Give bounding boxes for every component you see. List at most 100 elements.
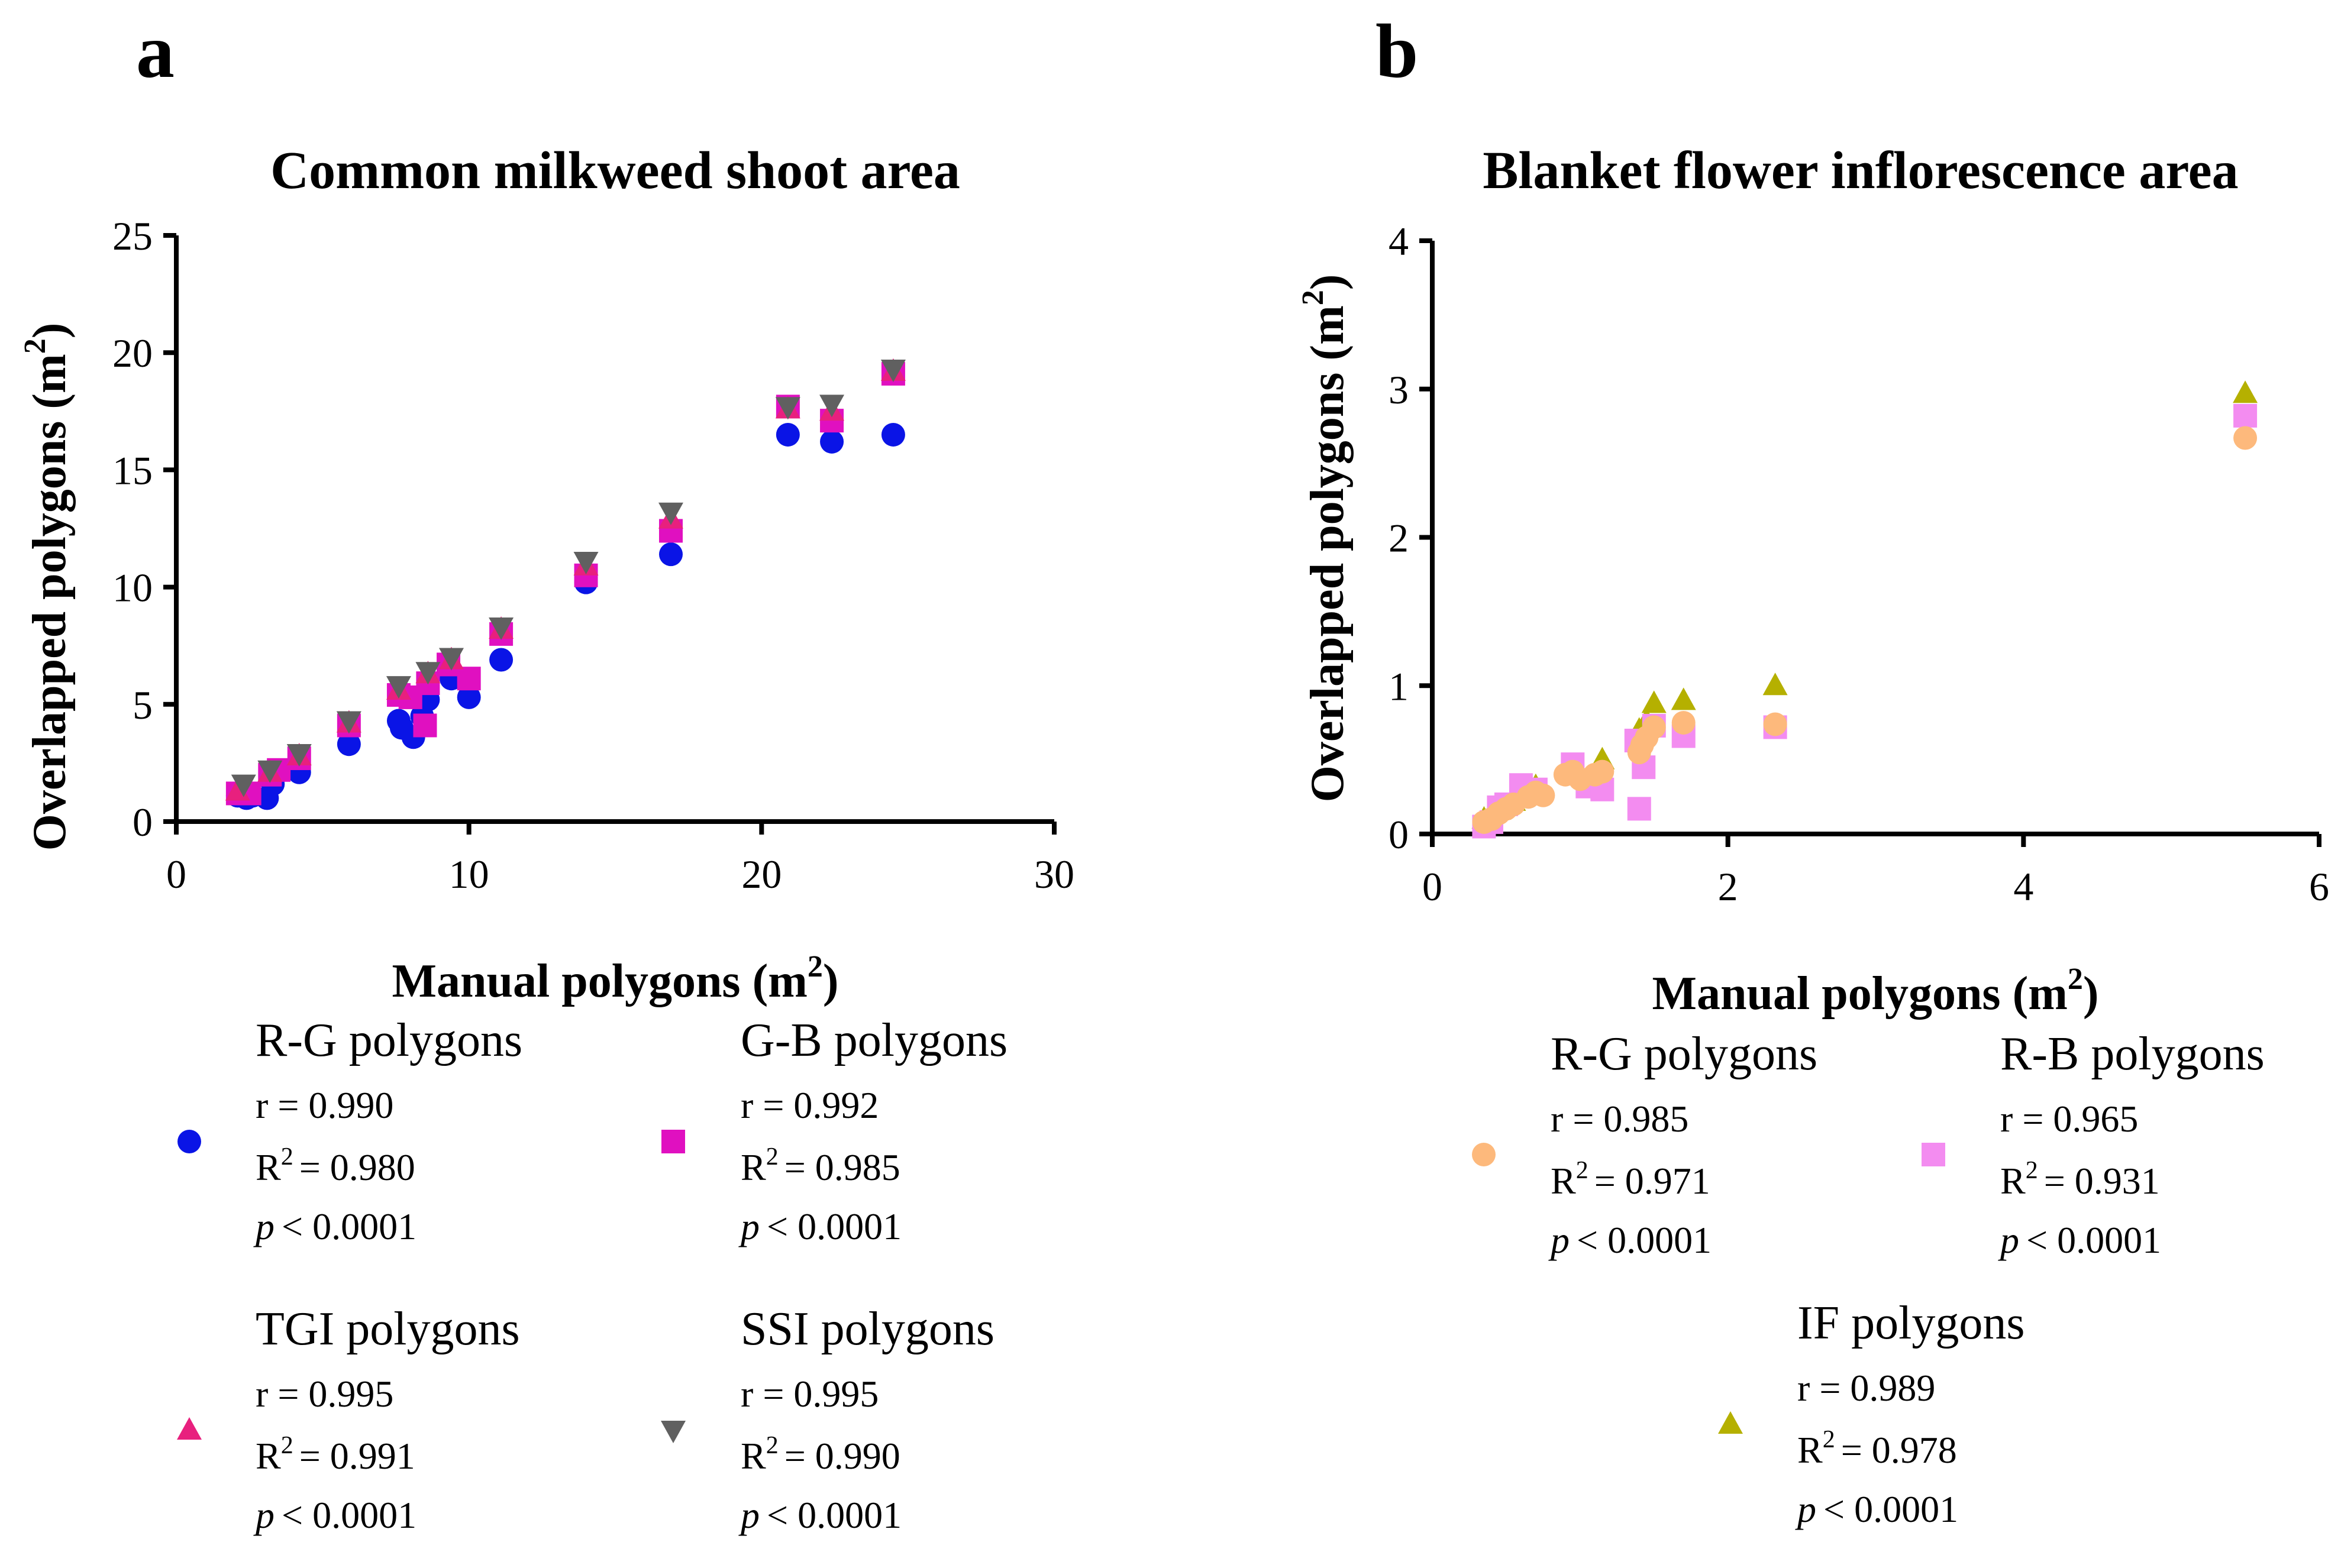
legend-series-name: TGI polygons <box>256 1303 520 1355</box>
x-tick-label: 6 <box>2309 864 2329 909</box>
data-point <box>438 648 464 671</box>
data-point <box>386 676 411 699</box>
data-point <box>820 429 844 454</box>
y-tick-label: 0 <box>133 800 153 845</box>
legend-r-value: r = 0.992 <box>741 1084 879 1126</box>
chart-a-x-axis-label: Manual polygons (m2) <box>392 950 839 1007</box>
data-point <box>880 359 906 382</box>
data-point <box>775 397 800 420</box>
legend-p-value: p < 0.0001 <box>1998 1219 2161 1261</box>
x-tick-label: 0 <box>1422 864 1442 909</box>
data-point <box>257 760 283 783</box>
data-point <box>489 617 514 640</box>
chart-b-x-axis-label: Manual polygons (m2) <box>1652 962 2099 1020</box>
chart-b-axes: 0 2 4 6 0 1 2 3 4 <box>1389 219 2329 909</box>
data-point <box>1762 673 1788 696</box>
legend-marker <box>1922 1143 1945 1166</box>
legend-r2-value: R2 = 0.985 <box>741 1143 900 1188</box>
data-point <box>457 667 481 691</box>
data-point <box>1763 712 1787 736</box>
x-tick-label: 4 <box>2013 864 2033 909</box>
data-point <box>337 732 361 756</box>
data-point <box>1590 759 1615 784</box>
legend-p-value: p < 0.0001 <box>1795 1488 1958 1530</box>
data-point <box>658 502 683 525</box>
legend-r-value: r = 0.965 <box>2000 1098 2138 1140</box>
data-point <box>415 662 441 685</box>
panel-letter-b: b <box>1375 9 1418 94</box>
y-tick-label: 25 <box>112 214 153 258</box>
data-point <box>231 774 256 797</box>
data-point <box>658 542 683 567</box>
chart-b-points <box>1471 380 2258 839</box>
data-point <box>1641 690 1667 713</box>
legend-p-value: p < 0.0001 <box>253 1494 416 1536</box>
data-point <box>1671 710 1696 735</box>
legend-r-value: r = 0.990 <box>256 1084 393 1126</box>
data-point <box>1531 783 1555 807</box>
legend-r2-value: R2 = 0.931 <box>2000 1157 2160 1202</box>
y-tick-label: 3 <box>1389 367 1409 412</box>
data-point <box>286 744 312 767</box>
data-point <box>2233 380 2258 403</box>
legend-series-name: R-G polygons <box>1551 1028 1817 1080</box>
y-tick-label: 10 <box>112 565 153 610</box>
y-tick-label: 20 <box>112 331 153 376</box>
legend-r2-value: R2 = 0.980 <box>256 1143 415 1188</box>
legend-p-value: p < 0.0001 <box>738 1494 902 1536</box>
legend-p-value: p < 0.0001 <box>738 1205 902 1247</box>
data-point <box>776 422 800 447</box>
y-tick-label: 15 <box>112 448 153 493</box>
y-tick-label: 4 <box>1389 219 1409 264</box>
x-tick-label: 30 <box>1034 852 1074 897</box>
data-point <box>1642 715 1666 739</box>
legend-marker <box>1718 1411 1743 1434</box>
chart-a-y-axis-label: Overlapped polygons (m2) <box>18 323 76 851</box>
data-point <box>457 685 481 709</box>
legend-r2-value: R2 = 0.990 <box>741 1432 900 1477</box>
legend-r2-value: R2 = 0.991 <box>256 1432 415 1477</box>
chart-b-y-axis-label: Overlapped polygons (m2) <box>1296 274 1354 803</box>
legend-marker <box>177 1417 202 1440</box>
chart-a-legend: R-G polygons r = 0.990 R2 = 0.980 p < 0.0001 G… <box>177 1014 1008 1536</box>
legend-r-value: r = 0.995 <box>256 1373 393 1415</box>
legend-r2-value: R2 = 0.971 <box>1551 1157 1710 1202</box>
legend-r2-value: R2 = 0.978 <box>1797 1426 1957 1471</box>
x-tick-label: 20 <box>741 852 782 897</box>
data-point <box>881 422 905 447</box>
x-tick-label: 2 <box>1718 864 1738 909</box>
data-point <box>573 551 599 574</box>
legend-series-name: IF polygons <box>1797 1297 2025 1349</box>
data-point <box>1627 797 1651 821</box>
chart-a-axes: 0 10 20 30 0 5 10 15 20 25 <box>112 214 1074 897</box>
x-tick-label: 0 <box>166 852 186 897</box>
legend-marker <box>661 1130 685 1153</box>
legend-r-value: r = 0.995 <box>741 1373 879 1415</box>
data-point <box>1671 687 1696 710</box>
panel-letter-a: a <box>136 9 175 94</box>
chart-a-points <box>225 358 906 810</box>
legend-r-value: r = 0.985 <box>1551 1098 1688 1140</box>
chart-b: Blanket flower inflorescence area 0 2 4 6 0 1… <box>1296 141 2329 1530</box>
data-point <box>413 713 437 738</box>
data-point <box>489 648 514 672</box>
data-point <box>2233 426 2258 450</box>
legend-p-value: p < 0.0001 <box>1548 1219 1712 1261</box>
legend-series-name: G-B polygons <box>741 1014 1008 1066</box>
legend-marker <box>661 1421 686 1443</box>
chart-a: Common milkweed shoot area 0 10 20 30 0 5 10 15… <box>18 141 1074 1536</box>
chart-b-legend: R-G polygons r = 0.985 R2 = 0.971 p < 0.0001 R… <box>1472 1028 2265 1530</box>
legend-marker <box>177 1130 201 1153</box>
y-tick-label: 5 <box>133 683 153 728</box>
chart-a-title: Common milkweed shoot area <box>270 141 960 200</box>
y-tick-label: 0 <box>1389 812 1409 857</box>
legend-series-name: R-B polygons <box>2000 1028 2265 1080</box>
legend-r-value: r = 0.989 <box>1797 1367 1935 1409</box>
data-point <box>819 395 845 418</box>
legend-marker <box>1472 1143 1496 1166</box>
data-point <box>336 711 361 734</box>
x-tick-label: 10 <box>449 852 489 897</box>
legend-series-name: R-G polygons <box>256 1014 522 1066</box>
y-tick-label: 2 <box>1389 516 1409 561</box>
